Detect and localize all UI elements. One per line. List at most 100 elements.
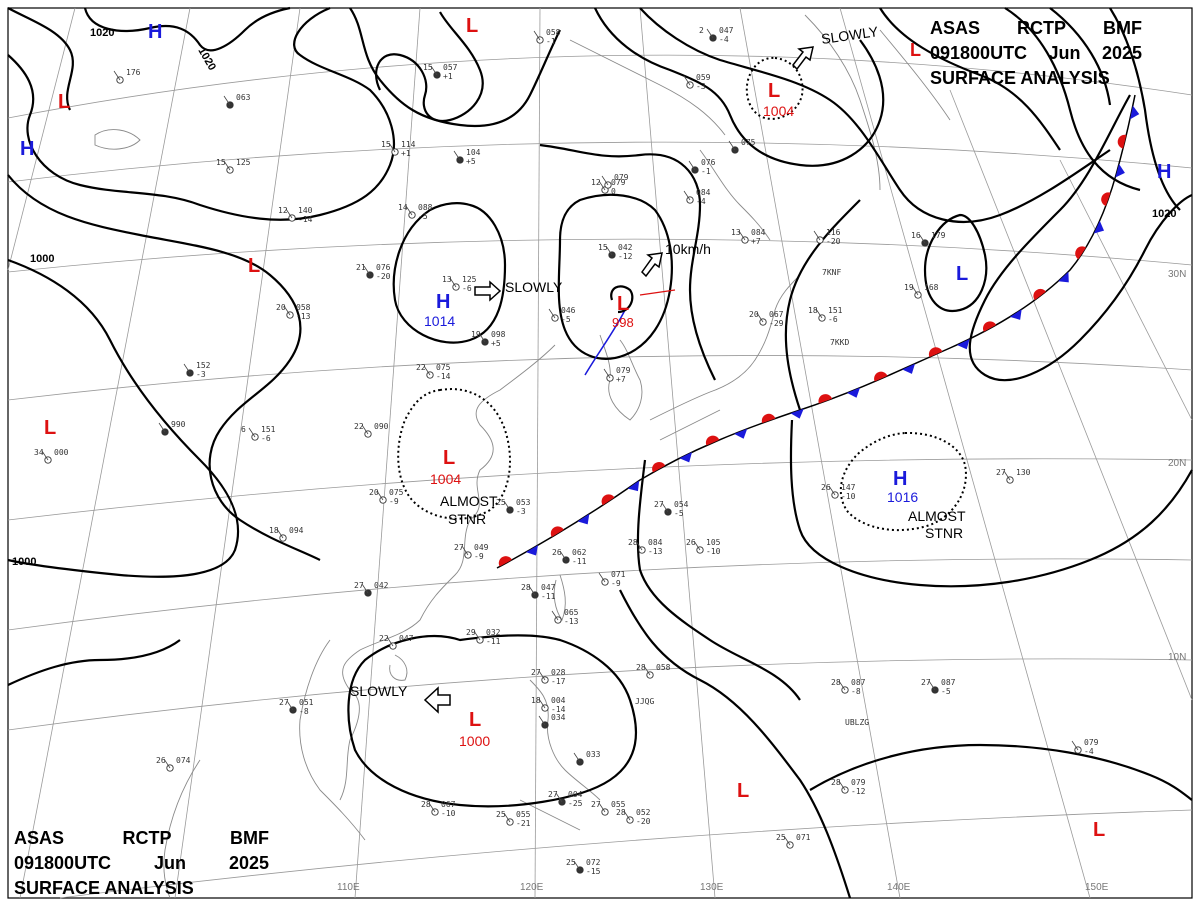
low-center-value: 1004	[763, 103, 794, 119]
wind-barb	[223, 95, 231, 106]
station-tendency: -4	[696, 197, 706, 206]
station-temperature: 20	[369, 488, 379, 497]
coastlines	[94, 14, 951, 899]
station-plot: 079-4	[1071, 738, 1099, 756]
wind-barb	[635, 540, 643, 551]
station-plot: 15 114+1	[381, 140, 416, 158]
warm-front-branch	[639, 289, 676, 296]
station-tendency: -1	[701, 167, 711, 176]
station-plot: 25 072-15	[566, 858, 601, 876]
coastline-inland-lake	[94, 129, 141, 150]
station-pressure: 076	[701, 158, 716, 167]
wind-barb	[783, 835, 791, 846]
wind-barb	[683, 190, 691, 201]
coastline-kamchatka	[879, 29, 951, 121]
station-tendency: -3	[196, 370, 206, 379]
station-tendency: -12	[851, 787, 866, 796]
station-tendency: -20	[376, 272, 391, 281]
warm-front-semicircle	[498, 556, 512, 567]
station-temperature: 27	[654, 500, 664, 509]
isobar	[879, 7, 1061, 151]
cold-front-triangle	[847, 387, 860, 398]
station-tendency: -6	[828, 315, 838, 324]
station-pressure: 084	[751, 228, 766, 237]
station-tendency: -17	[551, 677, 566, 686]
wind-barb	[559, 550, 567, 561]
station-tendency: -10	[441, 809, 456, 818]
station-temperature: 18	[808, 306, 818, 315]
cold-front-triangle	[1115, 164, 1125, 178]
isobar-label: 1020	[90, 27, 114, 39]
low-center-symbol: L	[44, 417, 56, 439]
low-center-symbol: L	[1093, 819, 1105, 841]
low-center-symbol: L	[910, 40, 921, 60]
station-tendency: -4	[719, 35, 729, 44]
station-tendency: -13	[648, 547, 663, 556]
high-center-symbol: H	[1157, 161, 1171, 183]
isobar-label: 1000	[30, 253, 54, 265]
station-plot: 13 084+7	[731, 228, 766, 246]
movement-arrows	[423, 46, 814, 714]
isobar-labels: 1020 1020 1000 1000 1020	[12, 27, 1176, 568]
station-tendency: +1	[401, 149, 411, 158]
station-plot: 152-3	[183, 361, 211, 379]
station-plot: 19 168	[904, 283, 939, 299]
station-temperature: 2	[699, 26, 704, 35]
station-tendency: -5	[418, 212, 428, 221]
wind-barb	[503, 812, 511, 823]
station-plot: 20 075-9	[369, 488, 404, 506]
high-center-symbol: H	[20, 138, 34, 160]
wind-barb	[548, 308, 556, 319]
station-plot: 25 053-3	[496, 498, 531, 516]
high-center-symbol: H	[436, 291, 450, 313]
wind-barb	[688, 160, 696, 171]
station-plot: 116-20	[813, 228, 841, 246]
wind-barb	[706, 28, 714, 39]
station-tendency: -10	[706, 547, 721, 556]
station-temperature: 22	[416, 363, 426, 372]
station-pressure: 075	[389, 488, 404, 497]
longitude-line	[354, 7, 421, 899]
stnr-line: STNR	[448, 511, 486, 527]
latitude-line	[7, 141, 1193, 183]
station-plot: 27 054-5	[654, 500, 689, 518]
cold-front-triangle	[734, 428, 748, 439]
station-tendency: -13	[296, 312, 311, 321]
title-region: ASAS	[14, 828, 65, 848]
isobar	[789, 419, 1193, 588]
station-temperature: 19	[904, 283, 914, 292]
station-tendency: +7	[751, 237, 761, 246]
station-pressure: 055	[611, 800, 626, 809]
cold-front-triangle	[790, 408, 804, 419]
coastline-russia	[569, 14, 881, 191]
wind-barb	[41, 450, 49, 461]
station-pressure: 074	[176, 756, 191, 765]
lon-label: 110E	[337, 882, 360, 893]
station-tendency: -20	[826, 237, 841, 246]
station-pressure: 062	[572, 548, 587, 557]
coastline-indochina	[163, 639, 366, 899]
station-pressure: 130	[1016, 468, 1031, 477]
station-temperature: 13	[442, 275, 452, 284]
movement-label: SLOWLY	[350, 683, 408, 699]
station-pressure: 053	[516, 498, 531, 507]
wind-barb	[461, 545, 469, 556]
station-plot: 21 076-20	[356, 263, 391, 281]
station-pressure: 032	[486, 628, 501, 637]
station-temperature: 20	[276, 303, 286, 312]
station-plot: 176	[113, 68, 141, 84]
station-plot: 29 032-11	[466, 628, 501, 646]
station-plot: 058-1	[533, 28, 561, 46]
station-tendency: -14	[298, 215, 313, 224]
cold-front-branch	[584, 309, 626, 376]
station-circle	[664, 508, 672, 516]
station-id: 7KKD	[830, 338, 849, 347]
cold-front-triangle	[1009, 309, 1022, 320]
station-temperature: 26	[156, 756, 166, 765]
station-temperature: 34	[34, 448, 44, 457]
station-plot: 27 049-9	[454, 543, 489, 561]
high-center-value: 1016	[887, 489, 918, 505]
station-tendency: -25	[568, 799, 583, 808]
